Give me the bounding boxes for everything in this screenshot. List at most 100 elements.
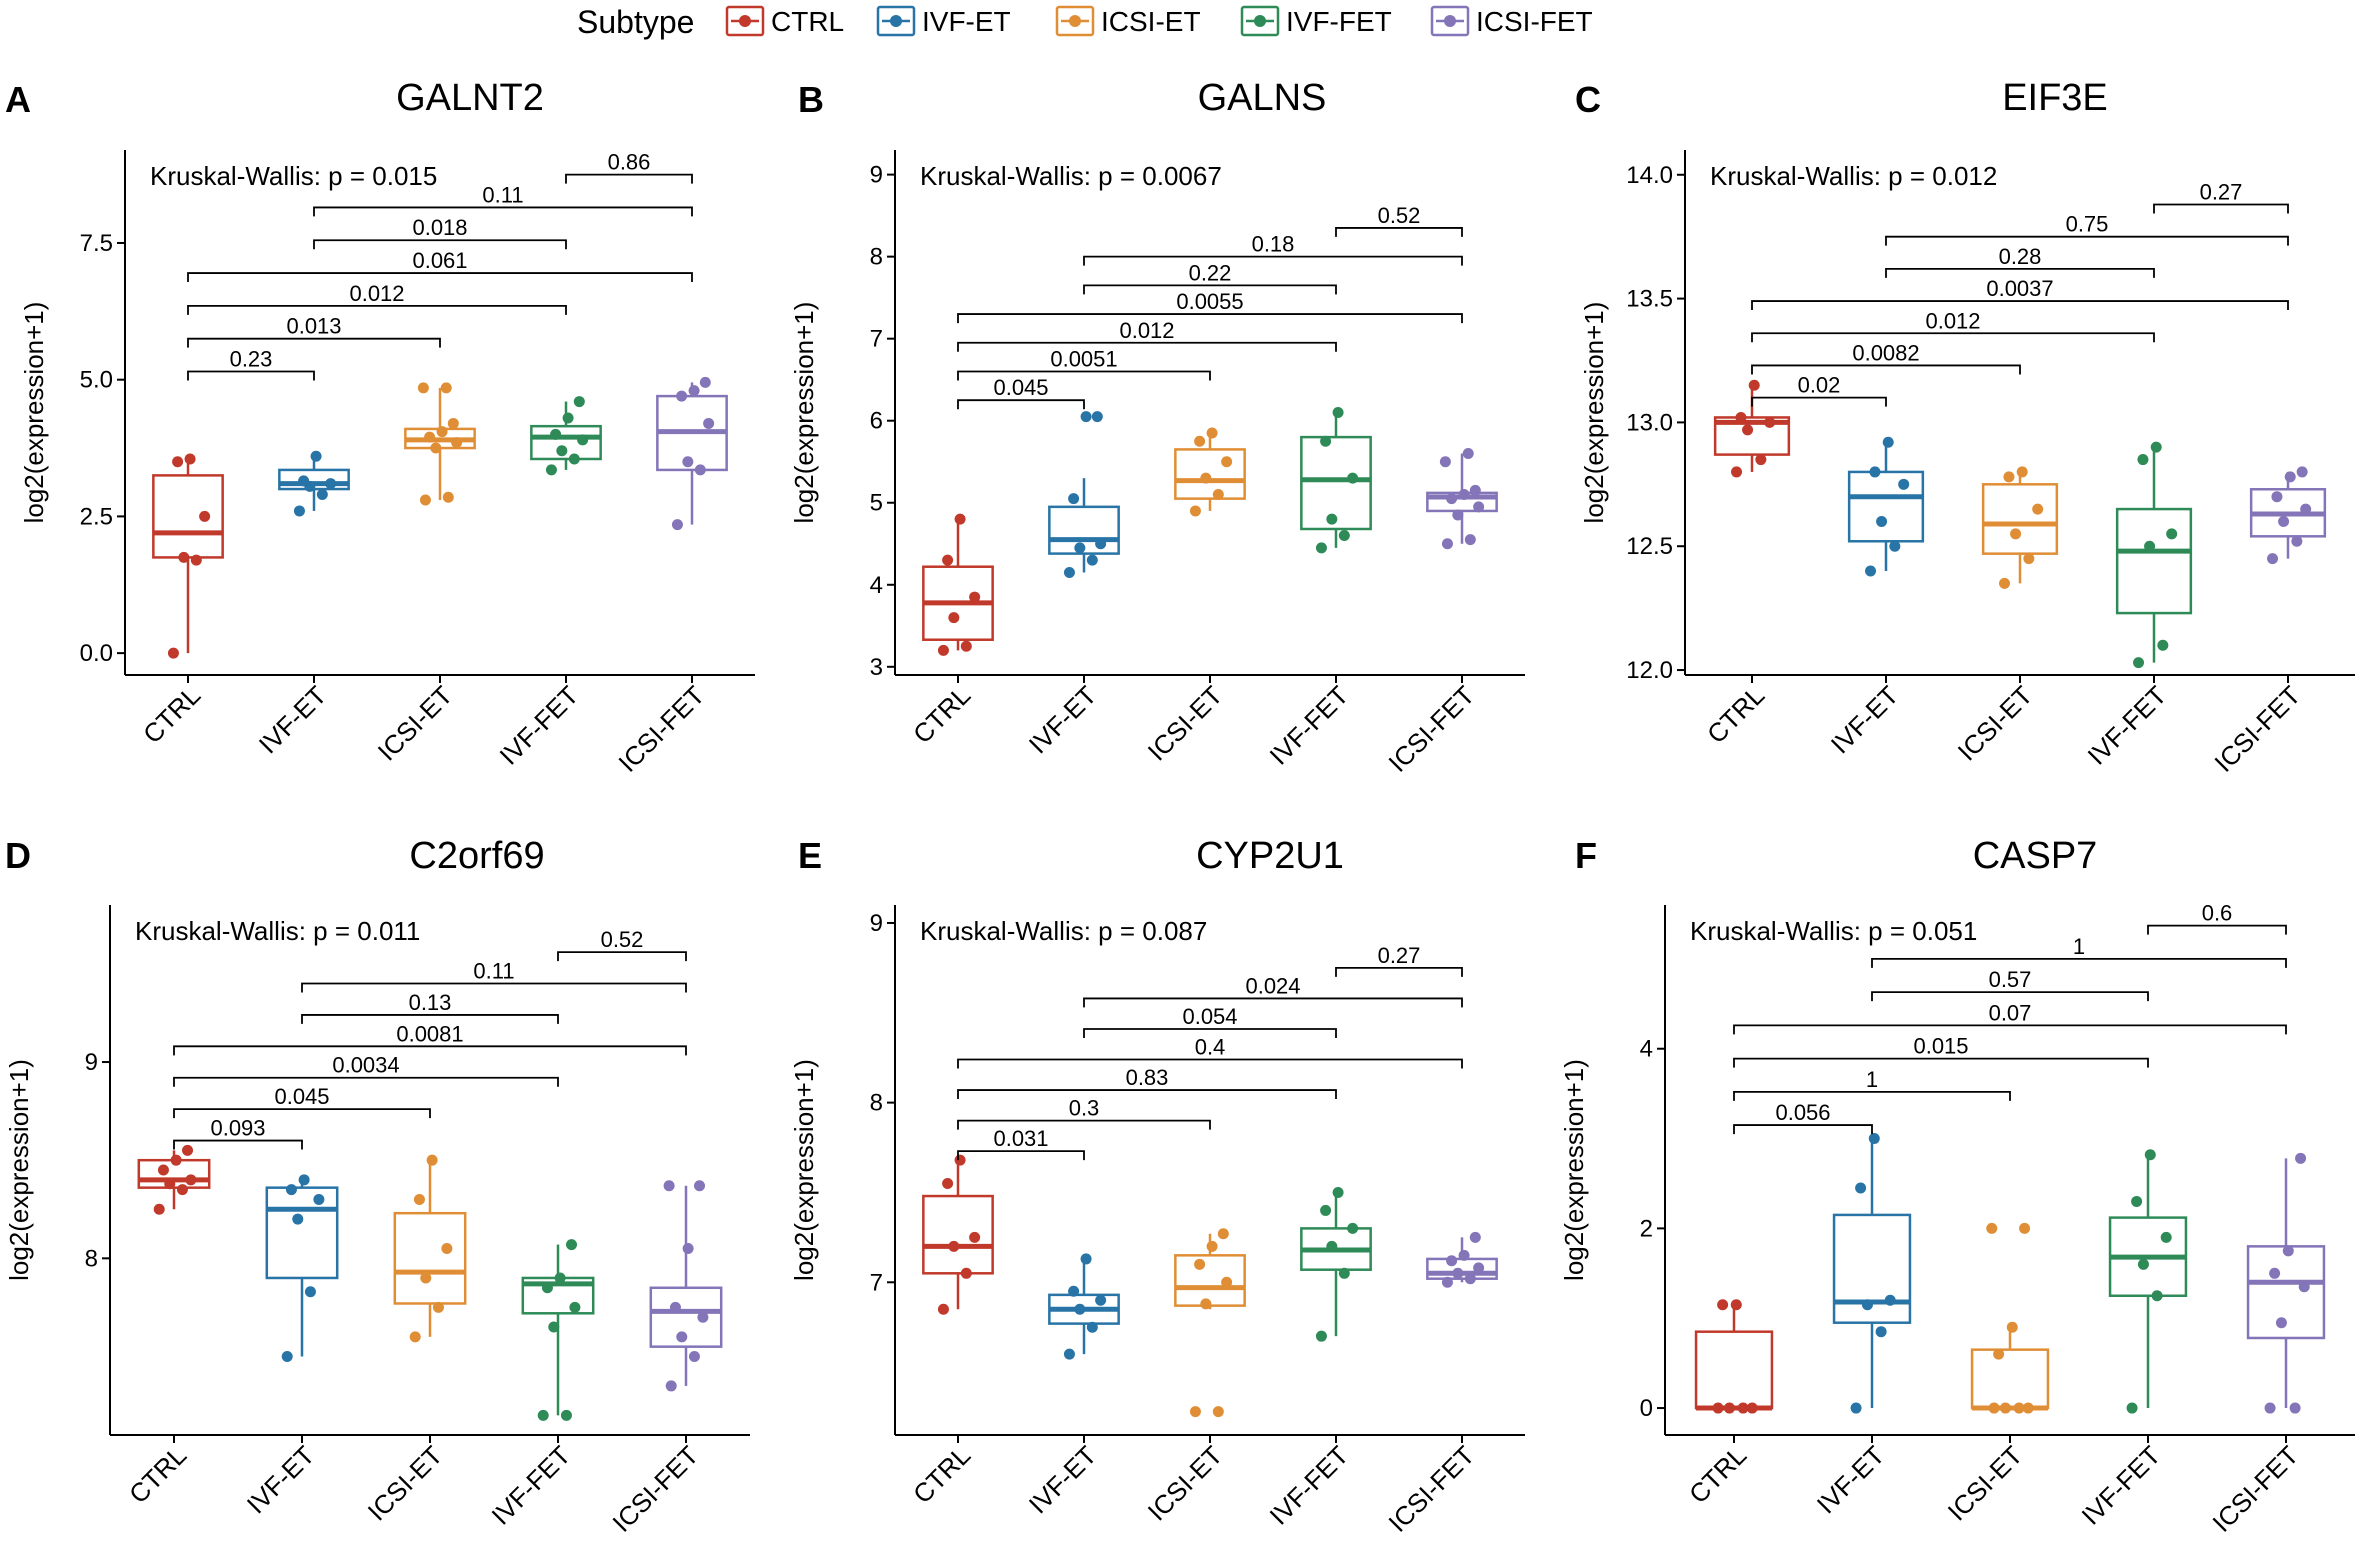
- data-point: [430, 442, 442, 454]
- box-ctrl: [922, 513, 994, 656]
- data-point: [1332, 1186, 1344, 1198]
- box-iqr: [1300, 435, 1372, 531]
- data-point: [436, 426, 448, 438]
- data-point: [1875, 1326, 1887, 1338]
- data-point: [671, 519, 683, 531]
- x-tick-label: ICSI-FET: [2206, 1440, 2304, 1538]
- bracket-line: [957, 1089, 1337, 1100]
- data-point: [447, 417, 459, 429]
- data-point: [2289, 1402, 2301, 1414]
- bracket-line: [301, 1014, 559, 1024]
- data-point: [2160, 1231, 2172, 1243]
- bracket-line: [1751, 332, 2155, 343]
- comparison-p-value: 1: [2073, 934, 2085, 959]
- bracket-line: [1733, 1124, 1873, 1135]
- comparison-bracket: 0.018: [313, 215, 567, 250]
- comparison-bracket: 0.012: [1751, 308, 2155, 343]
- data-point: [1446, 1255, 1458, 1267]
- comparison-bracket: 0.0055: [957, 289, 1463, 324]
- bracket-line: [187, 272, 693, 283]
- data-point: [1876, 515, 1888, 527]
- data-point: [1861, 1299, 1873, 1311]
- data-point: [1452, 509, 1464, 521]
- x-tick-label: CTRL: [137, 680, 206, 749]
- data-point: [1206, 427, 1218, 439]
- y-tick-label: 13.0: [1626, 409, 1673, 436]
- comparison-p-value: 0.012: [1925, 308, 1980, 333]
- x-tick-label: ICSI-FET: [1382, 1440, 1480, 1538]
- comparison-p-value: 0.0051: [1050, 346, 1117, 371]
- comparison-bracket: 0.02: [1751, 373, 1887, 407]
- data-point: [1737, 1402, 1749, 1414]
- comparison-bracket: 0.13: [301, 990, 559, 1024]
- bracket-line: [957, 313, 1463, 324]
- comparison-bracket: 0.6: [2147, 901, 2287, 935]
- box-iqr: [1174, 1254, 1246, 1307]
- box-ivf-et: [1048, 1253, 1120, 1360]
- legend-title: Subtype: [577, 4, 694, 40]
- comparison-bracket: 0.056: [1733, 1100, 1873, 1135]
- comparison-p-value: 0.061: [412, 248, 467, 273]
- box-ctrl: [922, 1154, 994, 1315]
- data-point: [699, 376, 711, 388]
- box-ivf-fet: [530, 396, 602, 476]
- comparison-bracket: 0.18: [1083, 232, 1463, 266]
- data-point: [1735, 411, 1747, 423]
- y-tick-label: 3: [870, 654, 883, 681]
- data-point: [419, 494, 431, 506]
- y-tick-label: 9: [870, 910, 883, 937]
- y-tick-label: 0: [1640, 1395, 1653, 1422]
- data-point: [560, 1409, 572, 1421]
- kruskal-wallis-label: Kruskal-Wallis: p = 0.051: [1690, 916, 1977, 946]
- y-axis-label: log2(expression+1): [4, 1059, 34, 1281]
- x-tick-label: ICSI-ET: [1142, 680, 1229, 767]
- data-point: [1441, 538, 1453, 550]
- comparison-p-value: 0.6: [2202, 901, 2233, 926]
- box-iqr: [1174, 448, 1246, 500]
- data-point: [1988, 1402, 2000, 1414]
- data-point: [2019, 1222, 2031, 1234]
- legend-item-icsi-fet: ICSI-FET: [1430, 5, 1593, 37]
- data-point: [441, 1243, 453, 1255]
- x-tick-label: CTRL: [907, 1440, 976, 1509]
- data-point: [1452, 1267, 1464, 1279]
- bracket-line: [1733, 1090, 2011, 1101]
- data-point: [2032, 503, 2044, 515]
- data-point: [1194, 435, 1206, 447]
- data-point: [1189, 505, 1201, 517]
- panel-letter: C: [1575, 79, 1601, 120]
- data-point: [2003, 471, 2015, 483]
- x-tick-label: CTRL: [907, 680, 976, 749]
- comparison-p-value: 0.013: [286, 314, 341, 339]
- data-point: [2271, 491, 2283, 503]
- data-point: [1755, 454, 1767, 466]
- kruskal-wallis-label: Kruskal-Wallis: p = 0.087: [920, 916, 1207, 946]
- data-point: [1063, 1348, 1075, 1360]
- data-point: [1221, 1276, 1233, 1288]
- data-point: [2016, 466, 2028, 478]
- legend-label-ivf-fet: IVF-FET: [1286, 6, 1392, 37]
- x-tick-label: IVF-ET: [1811, 1440, 1891, 1520]
- kruskal-wallis-label: Kruskal-Wallis: p = 0.015: [150, 161, 437, 191]
- data-point: [548, 1321, 560, 1333]
- data-point: [948, 1240, 960, 1252]
- x-tick-label: ICSI-ET: [1142, 1440, 1229, 1527]
- y-tick-label: 6: [870, 408, 883, 435]
- data-point: [1469, 1231, 1481, 1243]
- data-point: [1200, 1298, 1212, 1310]
- data-point: [1865, 565, 1877, 577]
- y-tick-label: 12.5: [1626, 533, 1673, 560]
- data-point: [2126, 1402, 2138, 1414]
- comparison-p-value: 0.23: [230, 346, 273, 371]
- panel-letter: F: [1575, 835, 1597, 876]
- bracket-line: [301, 982, 687, 993]
- comparison-bracket: 0.031: [957, 1126, 1085, 1161]
- comparison-bracket: 0.013: [187, 314, 441, 348]
- data-point: [1189, 1406, 1201, 1418]
- legend: Subtype CTRL IVF-ET ICSI-ET IVF-FET ICSI-FET: [577, 4, 1593, 40]
- box-ctrl: [1694, 1299, 1774, 1414]
- data-point: [682, 456, 694, 468]
- data-point: [541, 1282, 553, 1294]
- box-icsi-et: [393, 1154, 467, 1343]
- data-point: [1200, 472, 1212, 484]
